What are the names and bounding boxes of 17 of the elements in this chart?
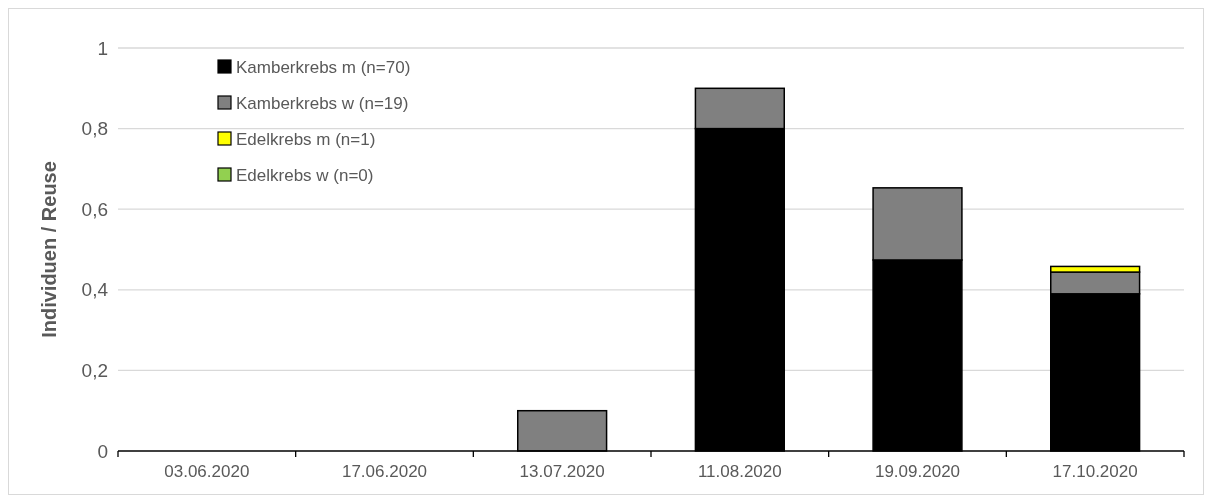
y-tick-label: 0,2 xyxy=(81,360,108,382)
legend-label: Kamberkrebs w (n=19) xyxy=(236,93,409,113)
legend-label: Edelkrebs m (n=1) xyxy=(236,129,376,149)
y-tick-label: 0,8 xyxy=(81,118,108,140)
y-tick-label: 0,4 xyxy=(81,279,109,301)
y-tick-label: 1 xyxy=(97,37,108,59)
y-tick-label: 0,6 xyxy=(81,198,108,220)
x-tick-label: 17.06.2020 xyxy=(341,462,428,481)
x-tick-label: 11.08.2020 xyxy=(697,462,782,481)
x-tick-label: 13.07.2020 xyxy=(519,462,605,481)
legend-label: Edelkrebs w (n=0) xyxy=(236,165,374,185)
y-tick-label: 0 xyxy=(97,440,108,462)
x-tick-label: 17.10.2020 xyxy=(1052,462,1138,481)
x-tick-label: 19.09.2020 xyxy=(874,462,961,481)
legend-label: Kamberkrebs m (n=70) xyxy=(236,57,411,77)
x-tick-label: 03.06.2020 xyxy=(164,462,250,481)
y-axis-title: Individuen / Reuse xyxy=(38,161,60,338)
